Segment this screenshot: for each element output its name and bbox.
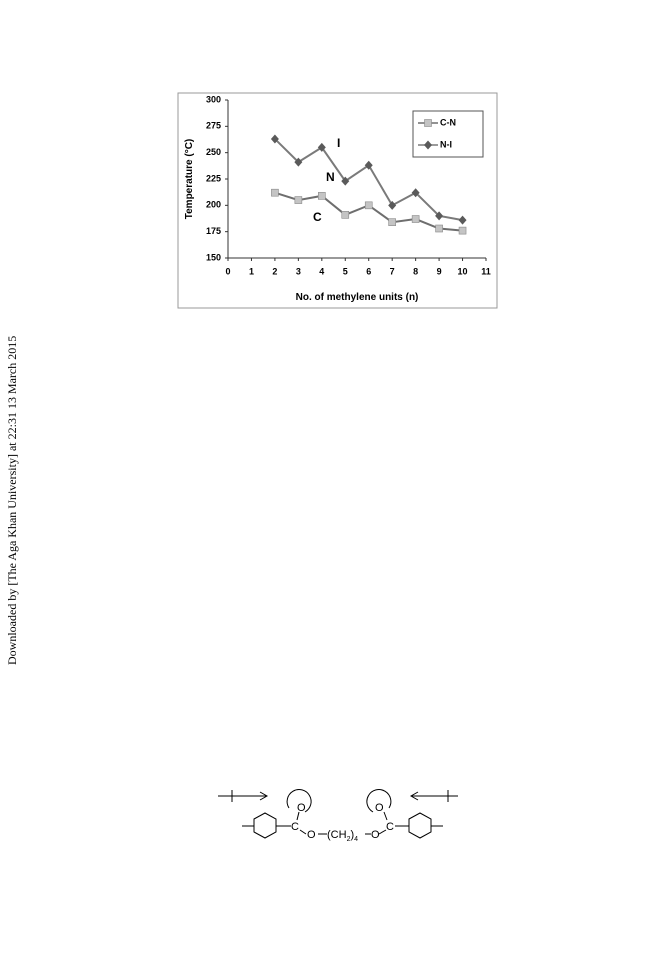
data-point [294, 196, 303, 204]
bond [378, 829, 387, 835]
legend-label: N-I [440, 139, 452, 149]
x-tick-label: 7 [390, 266, 395, 276]
subscript: 4 [354, 836, 358, 843]
y-tick-label: 300 [206, 94, 221, 104]
x-axis-label: No. of methylene units (n) [296, 292, 419, 303]
bond [296, 811, 300, 821]
annotation: N [326, 170, 335, 184]
x-tick-label: 9 [437, 266, 442, 276]
data-point [458, 215, 467, 225]
chain-part: (CH [327, 829, 347, 841]
chain-part: ) [350, 829, 354, 841]
data-point [364, 201, 373, 210]
x-tick-label: 10 [458, 266, 468, 276]
x-tick-label: 5 [343, 266, 348, 276]
structure-labels: O C O (CH2)4 O C O [291, 802, 394, 843]
data-point [364, 160, 373, 170]
atom: C [291, 821, 299, 833]
legend-label: C-N [440, 117, 456, 127]
data-point [388, 200, 397, 210]
bond [299, 829, 307, 835]
y-tick-label: 200 [206, 200, 221, 210]
x-tick-label: 11 [481, 266, 491, 276]
y-axis-label: Temperature (°C) [184, 139, 195, 220]
atom: O [371, 829, 380, 841]
x-tick-label: 3 [296, 266, 301, 276]
data-point [318, 192, 326, 200]
y-tick-label: 275 [206, 121, 221, 131]
arrow-head [409, 791, 419, 801]
chemical-structure [218, 789, 458, 839]
data-point [341, 211, 350, 219]
data-point [270, 134, 279, 144]
benzene-ring [253, 812, 277, 839]
x-tick-label: 2 [272, 266, 277, 276]
y-tick-label: 150 [206, 252, 221, 262]
atom: O [297, 802, 306, 814]
data-point [411, 215, 420, 223]
x-tick-label: 0 [225, 266, 230, 276]
data-point [271, 188, 279, 197]
arrow-head [259, 791, 269, 801]
legend-marker [424, 119, 432, 127]
x-tick-label: 1 [249, 266, 254, 276]
annotation: C [313, 210, 322, 224]
x-tick-label: 6 [366, 266, 371, 276]
data-point [435, 224, 443, 233]
data-point [294, 157, 303, 167]
legend-box [412, 110, 484, 158]
benzene-ring [408, 812, 432, 839]
y-tick-label: 225 [206, 173, 221, 183]
legend-marker [424, 140, 432, 150]
x-tick-label: 4 [319, 266, 324, 276]
data-point [411, 188, 420, 198]
download-note: Downloaded by [The Aga Khan University] … [5, 336, 19, 665]
annotation: I [337, 136, 340, 150]
y-tick-label: 250 [206, 147, 221, 157]
atom: O [375, 802, 384, 814]
curved-arrow [366, 789, 392, 813]
curved-arrow [286, 789, 312, 813]
subscript: 2 [347, 836, 351, 843]
data-point [435, 211, 444, 221]
data-point [388, 218, 396, 226]
atom: O [307, 829, 316, 841]
data-point [341, 176, 350, 186]
atom: C [386, 821, 394, 833]
y-tick-label: 175 [206, 226, 221, 236]
bond [383, 811, 388, 821]
chain: (CH2)4 [327, 829, 358, 843]
x-tick-label: 8 [413, 266, 418, 276]
data-point [317, 142, 326, 152]
data-point [458, 226, 467, 235]
